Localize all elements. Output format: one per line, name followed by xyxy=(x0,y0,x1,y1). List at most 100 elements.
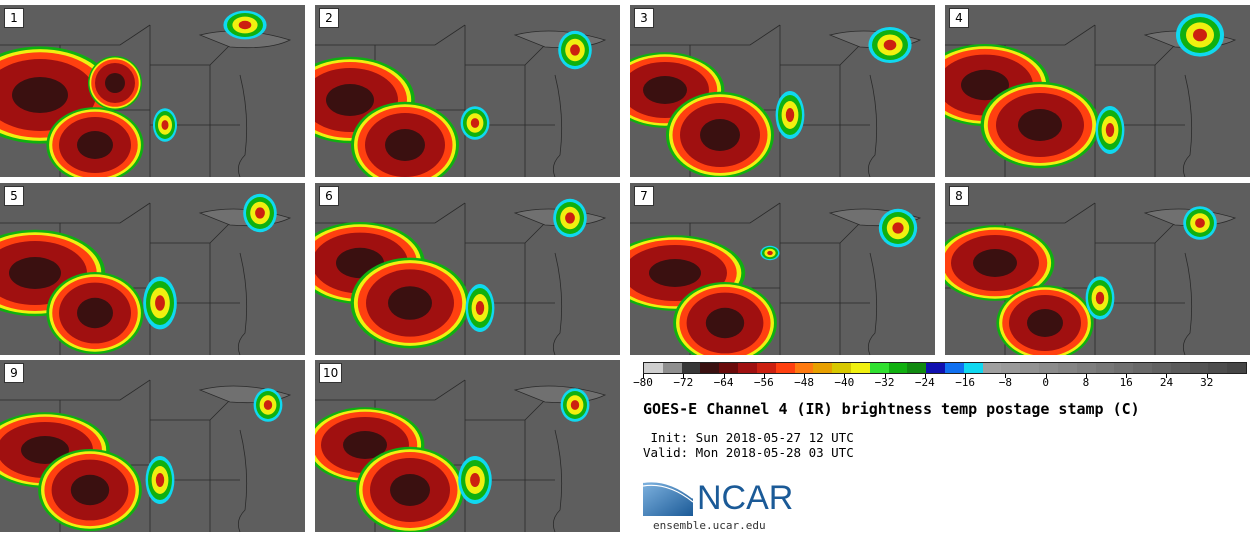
colorbar-tick-mark xyxy=(643,374,644,378)
colorbar xyxy=(643,362,1247,374)
colorbar-segment xyxy=(1170,363,1190,373)
colorbar-tick-mark xyxy=(1085,374,1087,378)
satellite-imagery xyxy=(315,5,620,177)
colorbar-segment xyxy=(700,363,720,373)
colorbar-ticks: −80 −72 −64 −56 −48 −40 −32 −24 −16 −8 0 8 16 24 32 xyxy=(633,374,1247,392)
colorbar-segment xyxy=(869,363,889,373)
satellite-imagery xyxy=(0,360,305,532)
map-panel-1: 1 xyxy=(0,5,305,177)
colorbar-segment xyxy=(738,363,757,373)
colorbar-tick-mark xyxy=(763,374,765,378)
map-panel-3: 3 xyxy=(630,5,935,177)
colorbar-segment xyxy=(1227,363,1246,373)
colorbar-segment xyxy=(982,363,1002,373)
colorbar-segment xyxy=(963,363,983,373)
panel-number: 3 xyxy=(634,8,654,28)
colorbar-tick-label: −24 xyxy=(914,376,935,389)
satellite-imagery xyxy=(315,183,620,355)
colorbar-segment xyxy=(1001,363,1021,373)
colorbar-tick-label: 16 xyxy=(1119,376,1133,389)
colorbar-tick-mark xyxy=(1005,374,1007,378)
colorbar-tick-mark xyxy=(723,374,725,378)
colorbar-segment xyxy=(1057,363,1077,373)
colorbar-tick-mark xyxy=(924,374,926,378)
colorbar-segment xyxy=(832,363,851,373)
colorbar-tick-mark xyxy=(844,374,846,378)
colorbar-tick-label: −56 xyxy=(753,376,774,389)
satellite-imagery xyxy=(0,183,305,355)
panel-number: 10 xyxy=(319,363,343,383)
colorbar-segment xyxy=(719,363,739,373)
init-time: Init: Sun 2018-05-27 12 UTC xyxy=(643,430,854,445)
map-panel-2: 2 xyxy=(315,5,620,177)
figure-title: GOES-E Channel 4 (IR) brightness temp po… xyxy=(643,400,1140,418)
colorbar-tick-mark xyxy=(1166,374,1168,378)
ncar-logo-text: NCAR xyxy=(697,479,794,517)
colorbar-segment xyxy=(1020,363,1040,373)
colorbar-segment xyxy=(662,363,682,373)
colorbar-tick-label: 0 xyxy=(1042,376,1049,389)
map-panel-8: 8 xyxy=(945,183,1250,355)
colorbar-segment xyxy=(775,363,795,373)
colorbar-tick-label: −72 xyxy=(673,376,694,389)
colorbar-segment xyxy=(1189,363,1209,373)
colorbar-segment xyxy=(1151,363,1171,373)
panel-number: 7 xyxy=(634,186,654,206)
colorbar-segment xyxy=(1095,363,1115,373)
satellite-imagery xyxy=(945,183,1250,355)
colorbar-segment xyxy=(945,363,964,373)
colorbar-segment xyxy=(907,363,927,373)
panel-number: 8 xyxy=(949,186,969,206)
colorbar-tick-label: −40 xyxy=(834,376,855,389)
colorbar-tick-mark xyxy=(965,374,967,378)
colorbar-segment xyxy=(850,363,870,373)
colorbar-tick-label: 32 xyxy=(1200,376,1214,389)
colorbar-tick-label: −48 xyxy=(794,376,814,389)
colorbar-segment xyxy=(926,363,945,373)
colorbar-segment xyxy=(1076,363,1096,373)
map-panel-4: 4 xyxy=(945,5,1250,177)
colorbar-tick-mark xyxy=(1045,374,1047,378)
colorbar-segment xyxy=(756,363,776,373)
colorbar-tick-label: −16 xyxy=(955,376,976,389)
colorbar-tick-label: −64 xyxy=(713,376,734,389)
colorbar-segment xyxy=(1208,363,1228,373)
panel-number: 6 xyxy=(319,186,339,206)
colorbar-segment xyxy=(813,363,833,373)
colorbar-segment xyxy=(888,363,908,373)
panel-number: 5 xyxy=(4,186,24,206)
colorbar-tick-mark xyxy=(683,374,685,378)
valid-time: Valid: Mon 2018-05-28 03 UTC xyxy=(643,445,854,460)
panel-number: 9 xyxy=(4,363,24,383)
colorbar-segment xyxy=(1114,363,1134,373)
map-panel-7: 7 xyxy=(630,183,935,355)
colorbar-segment xyxy=(644,363,663,373)
colorbar-segment xyxy=(794,363,814,373)
colorbar-tick-label: −80 xyxy=(633,376,653,389)
map-panel-5: 5 xyxy=(0,183,305,355)
colorbar-segment xyxy=(681,363,701,373)
colorbar-tick-label: 24 xyxy=(1159,376,1174,389)
ncar-logo-icon xyxy=(643,480,694,516)
colorbar-segment xyxy=(1133,363,1152,373)
panel-number: 4 xyxy=(949,8,969,28)
colorbar-tick-mark xyxy=(1206,374,1208,378)
satellite-imagery xyxy=(945,5,1250,177)
colorbar-tick-mark xyxy=(804,374,806,378)
panel-number: 1 xyxy=(4,8,24,28)
satellite-imagery xyxy=(315,360,620,532)
colorbar-tick-label: −32 xyxy=(874,376,895,389)
colorbar-tick-mark xyxy=(884,374,886,378)
panel-number: 2 xyxy=(319,8,339,28)
site-url[interactable]: ensemble.ucar.edu xyxy=(653,519,766,532)
map-panel-6: 6 xyxy=(315,183,620,355)
colorbar-tick-mark xyxy=(1126,374,1128,378)
satellite-imagery xyxy=(630,183,935,355)
map-panel-10: 10 xyxy=(315,360,620,532)
colorbar-tick-label: −8 xyxy=(998,376,1013,389)
satellite-imagery xyxy=(0,5,305,177)
map-panel-9: 9 xyxy=(0,360,305,532)
colorbar-segment xyxy=(1039,363,1058,373)
satellite-imagery xyxy=(630,5,935,177)
colorbar-tick-label: 8 xyxy=(1082,376,1090,389)
